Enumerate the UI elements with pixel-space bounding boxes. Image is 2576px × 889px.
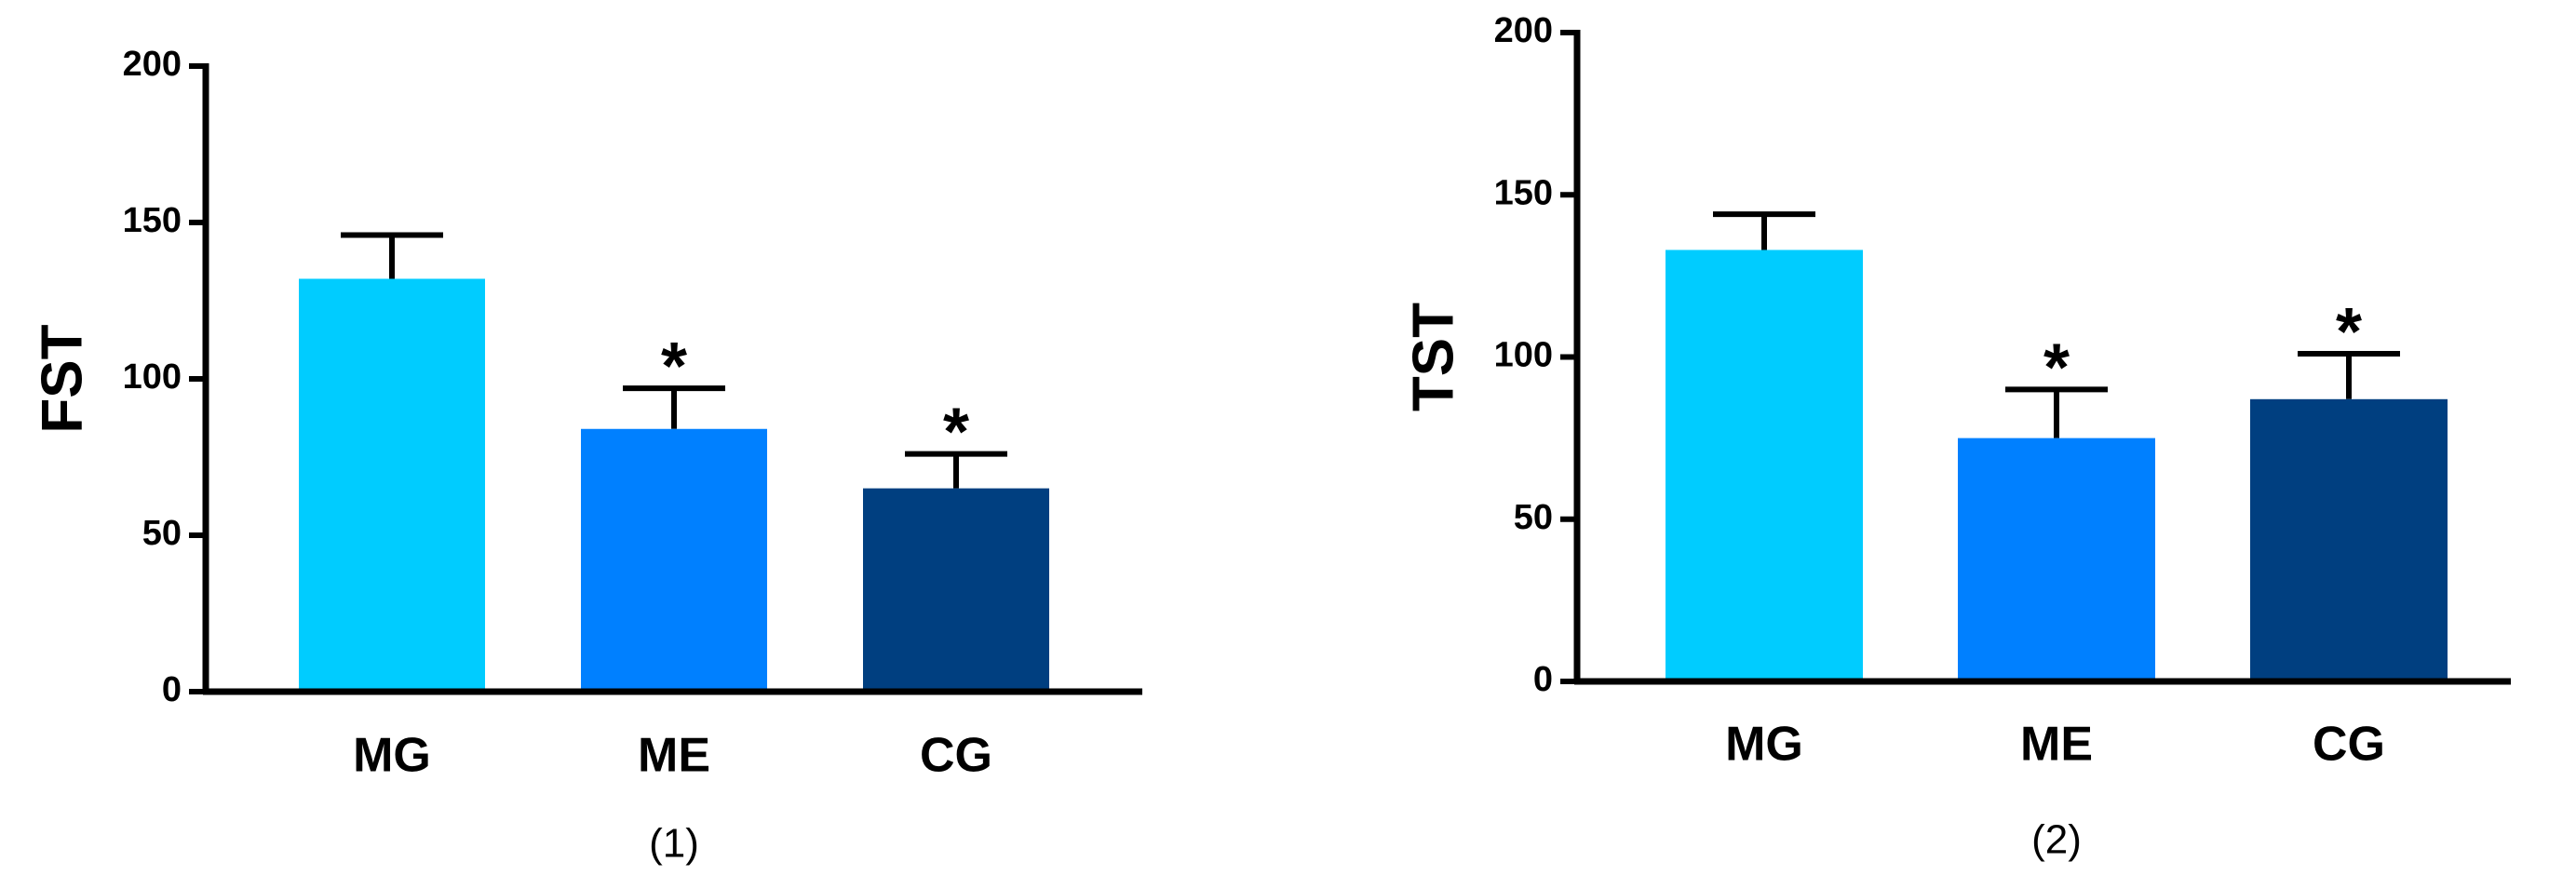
significance-mark: * xyxy=(661,330,687,404)
y-tick-label: 0 xyxy=(162,670,182,709)
y-tick-label: 150 xyxy=(1494,173,1553,212)
caption: (1) xyxy=(649,821,699,867)
caption: (2) xyxy=(2031,817,2082,863)
y-tick-label: 100 xyxy=(1494,336,1553,375)
x-tick-label: MG xyxy=(1725,718,1803,772)
y-tick-label: 50 xyxy=(1514,498,1553,537)
y-tick-label: 200 xyxy=(1494,11,1553,50)
bar xyxy=(1666,249,1863,681)
x-tick-label: MG xyxy=(353,729,431,783)
significance-mark: * xyxy=(943,396,969,470)
y-tick-label: 100 xyxy=(123,357,182,397)
y-tick-label: 0 xyxy=(1533,660,1553,699)
y-tick-label: 150 xyxy=(123,201,182,240)
bar xyxy=(581,428,767,692)
x-tick-label: CG xyxy=(920,729,992,783)
x-tick-label: CG xyxy=(2313,718,2385,772)
y-axis-label: FST xyxy=(30,324,94,433)
y-tick-label: 200 xyxy=(123,45,182,84)
bar xyxy=(1958,438,2155,681)
bar xyxy=(863,488,1049,692)
significance-mark: * xyxy=(2043,330,2070,405)
bar xyxy=(2250,398,2448,681)
y-tick-label: 50 xyxy=(142,514,182,553)
bar xyxy=(299,278,485,692)
significance-mark: * xyxy=(2336,295,2362,370)
x-tick-label: ME xyxy=(638,729,710,783)
y-axis-label: TST xyxy=(1401,303,1465,411)
x-tick-label: ME xyxy=(2020,718,2093,772)
